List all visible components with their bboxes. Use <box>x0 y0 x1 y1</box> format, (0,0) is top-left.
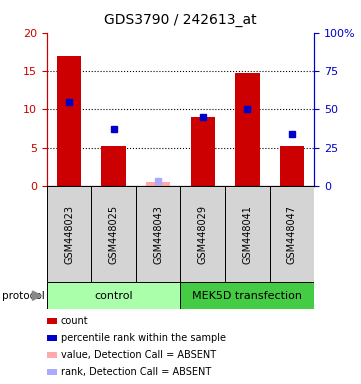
Bar <box>57 56 82 186</box>
Bar <box>180 282 314 309</box>
Text: value, Detection Call = ABSENT: value, Detection Call = ABSENT <box>61 350 216 360</box>
Text: MEK5D transfection: MEK5D transfection <box>192 291 302 301</box>
Bar <box>101 146 126 186</box>
Text: GSM448029: GSM448029 <box>198 205 208 264</box>
Bar <box>146 182 170 186</box>
Bar <box>136 186 180 282</box>
Text: GSM448025: GSM448025 <box>109 205 119 264</box>
Bar <box>47 282 180 309</box>
Text: GDS3790 / 242613_at: GDS3790 / 242613_at <box>104 13 257 27</box>
Text: percentile rank within the sample: percentile rank within the sample <box>61 333 226 343</box>
Bar <box>270 186 314 282</box>
Text: count: count <box>61 316 88 326</box>
Bar <box>225 186 270 282</box>
Bar <box>47 186 91 282</box>
Bar <box>91 186 136 282</box>
Text: control: control <box>95 291 133 301</box>
Bar <box>235 73 260 186</box>
Bar <box>279 146 304 186</box>
Text: GSM448041: GSM448041 <box>242 205 252 264</box>
Text: GSM448023: GSM448023 <box>64 205 74 264</box>
Text: protocol: protocol <box>2 291 44 301</box>
Text: GSM448047: GSM448047 <box>287 205 297 264</box>
Text: GSM448043: GSM448043 <box>153 205 163 264</box>
Bar <box>180 186 225 282</box>
Bar <box>191 117 215 186</box>
Text: rank, Detection Call = ABSENT: rank, Detection Call = ABSENT <box>61 367 211 377</box>
